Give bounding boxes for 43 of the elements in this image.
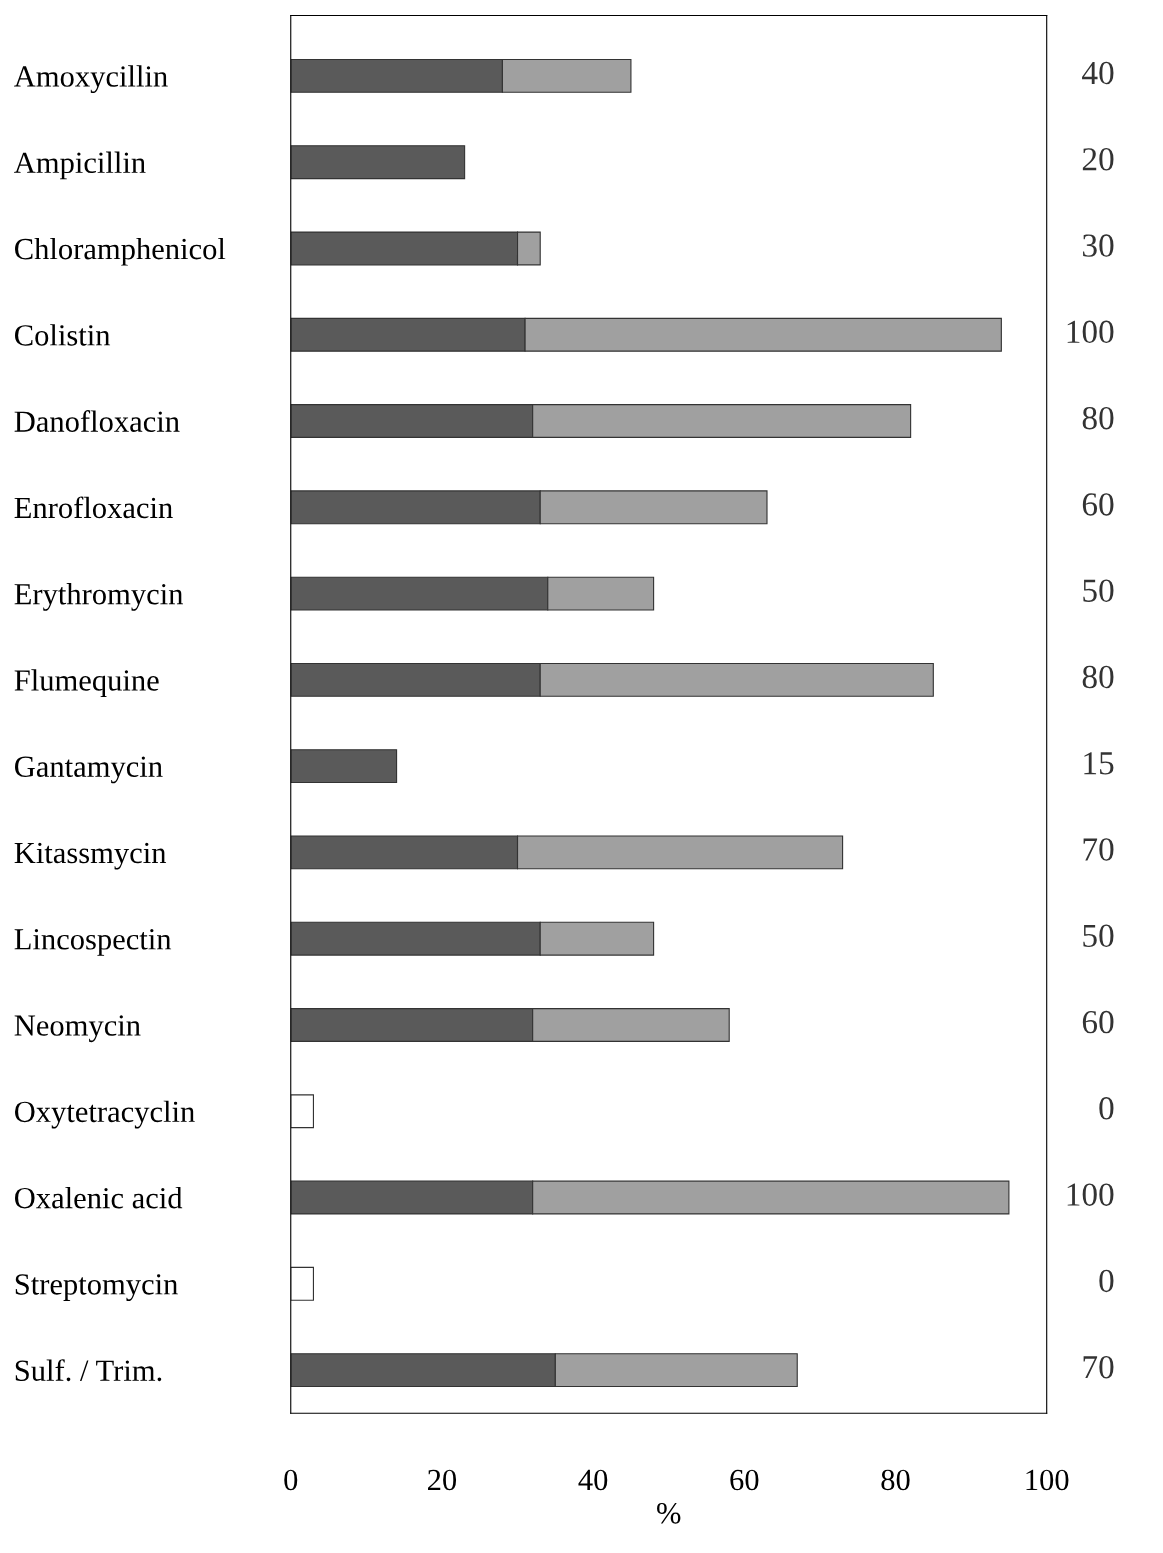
text: 50 xyxy=(1083,924,1114,948)
y-tick-label: Enrofloxacin xyxy=(14,496,173,519)
text: 80 xyxy=(1082,406,1114,430)
y-tick-label: Kitassmycin xyxy=(14,842,167,870)
x-tick-label: 20 xyxy=(428,1469,457,1491)
y-tick-label: Neomycin xyxy=(14,1015,141,1043)
text: 20 xyxy=(1082,148,1114,171)
text: 100 xyxy=(1067,1183,1114,1206)
y-tick-label: Ampicillin xyxy=(14,151,146,180)
text: 50 xyxy=(1083,579,1114,602)
text: 60 xyxy=(1082,493,1114,516)
x-tick-label: 0 xyxy=(284,1469,298,1491)
y-tick-label: Colistin xyxy=(15,324,111,346)
y-tick-label: Gantamycin xyxy=(15,756,163,784)
x-tick-label: 100 xyxy=(1026,1469,1069,1491)
bar xyxy=(290,1266,314,1301)
y-tick-label: Streptomycin xyxy=(15,1274,178,1301)
x-tick-label: 80 xyxy=(881,1469,910,1491)
x-tick-label: 60 xyxy=(730,1469,759,1491)
y-tick-label: Chloramphenicol xyxy=(15,237,226,266)
x-tick-label: 40 xyxy=(578,1469,608,1491)
text: 60 xyxy=(1082,1010,1114,1034)
text: 100 xyxy=(1067,320,1114,344)
bar xyxy=(290,1094,314,1129)
x-axis-title: % xyxy=(657,1502,681,1524)
y-tick-label: Oxalenic acid xyxy=(15,1186,183,1209)
y-tick-label: Flumequine xyxy=(14,669,159,697)
y-tick-label: Oxytetracyclin xyxy=(15,1100,195,1129)
text: 0 xyxy=(1099,1097,1114,1120)
text: 70 xyxy=(1083,1355,1114,1379)
text: 80 xyxy=(1082,665,1114,689)
bar xyxy=(290,145,466,180)
y-tick-label: Amoxycillin xyxy=(14,65,168,94)
text: 15 xyxy=(1084,752,1114,775)
y-tick-label: Lincospectin xyxy=(14,929,172,956)
text: 40 xyxy=(1082,61,1114,85)
y-tick-label: Sulf. / Trim. xyxy=(15,1359,162,1382)
y-tick-label: Danofloxacin xyxy=(14,410,180,432)
text: 30 xyxy=(1083,234,1114,257)
bar xyxy=(290,749,398,784)
y-tick-label: Erythromycin xyxy=(14,582,183,611)
text: 0 xyxy=(1099,1269,1114,1293)
text: 70 xyxy=(1083,838,1114,861)
